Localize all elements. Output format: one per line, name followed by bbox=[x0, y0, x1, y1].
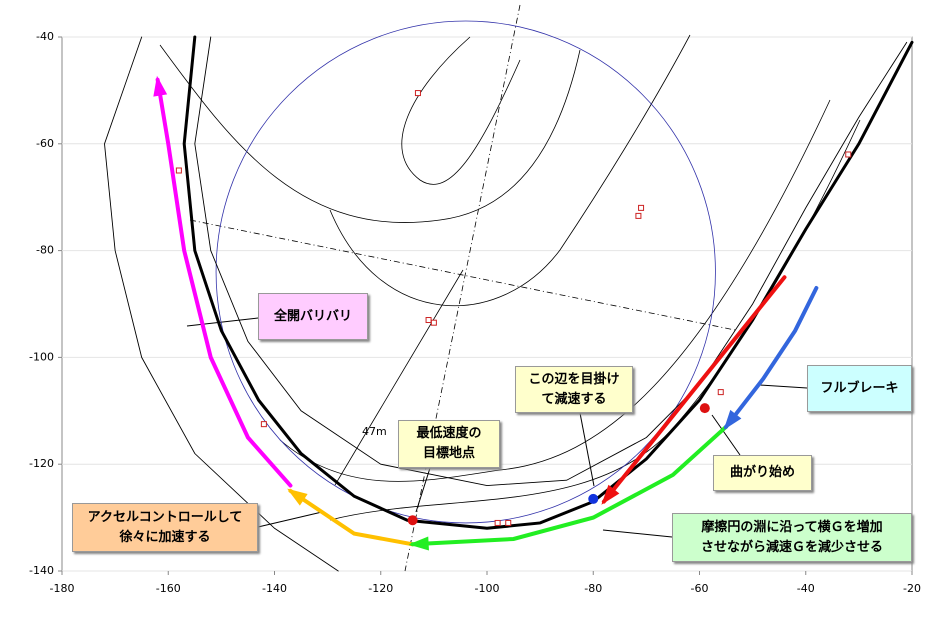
contour bbox=[159, 44, 581, 223]
curve bbox=[410, 424, 729, 547]
marker bbox=[175, 167, 182, 174]
radius-line bbox=[334, 269, 464, 486]
x-tick-label: -160 bbox=[156, 582, 181, 595]
arrow-head bbox=[408, 536, 429, 551]
pointer bbox=[415, 467, 431, 513]
annotation-line: 目標地点 bbox=[422, 446, 475, 461]
point bbox=[588, 493, 599, 504]
annotation-line: 全開バリバリ bbox=[273, 308, 352, 324]
pointer bbox=[759, 384, 808, 389]
pointer bbox=[186, 317, 259, 327]
marker bbox=[260, 421, 267, 428]
marker bbox=[717, 389, 724, 396]
annotation-line: させながら減速Ｇを減少させる bbox=[700, 539, 883, 555]
arrow-head bbox=[601, 484, 620, 505]
curve bbox=[724, 285, 819, 429]
x-tick-label: -60 bbox=[691, 582, 709, 595]
x-tick-label: -40 bbox=[797, 582, 815, 595]
contour bbox=[329, 34, 691, 306]
marker bbox=[425, 317, 432, 324]
y-tick-label: -140 bbox=[29, 564, 54, 577]
pointer bbox=[579, 412, 595, 487]
curve bbox=[104, 36, 339, 572]
annotation: この辺を目掛け て減速する bbox=[515, 366, 633, 413]
marker bbox=[845, 151, 852, 158]
dash-line bbox=[404, 4, 521, 572]
arrow-head bbox=[723, 409, 742, 430]
annotation-line: アクセルコントロールして bbox=[87, 509, 243, 525]
annotation: フルブレーキ bbox=[807, 365, 912, 412]
contour bbox=[279, 99, 831, 482]
curve bbox=[194, 36, 908, 487]
annotation-line: この辺を目掛け bbox=[528, 371, 620, 387]
pointers bbox=[186, 317, 808, 538]
friction-circle bbox=[215, 20, 716, 524]
curve bbox=[601, 275, 787, 504]
grid bbox=[58, 36, 913, 575]
y-tick-label: -60 bbox=[36, 137, 54, 150]
pointer bbox=[602, 529, 673, 538]
annotation: 摩擦円の淵に沿って横Ｇを増加 させながら減速Ｇを減少させる bbox=[672, 513, 912, 562]
annotation-line: フルブレーキ bbox=[820, 380, 899, 396]
x-tick-label: -140 bbox=[262, 582, 287, 595]
x-tick-label: -100 bbox=[475, 582, 500, 595]
x-tick-label: -120 bbox=[368, 582, 393, 595]
marker bbox=[414, 90, 421, 97]
x-tick-label: -20 bbox=[903, 582, 921, 595]
annotation-line: 摩擦円の淵に沿って横Ｇを増加 bbox=[701, 519, 883, 535]
marker bbox=[635, 212, 642, 219]
annotation-line: て減速する bbox=[541, 391, 607, 407]
annotation: 全開バリバリ bbox=[258, 293, 368, 340]
radius-label: 47m bbox=[362, 425, 387, 438]
point bbox=[407, 515, 418, 526]
contour bbox=[401, 36, 521, 185]
y-tick-label: -40 bbox=[36, 30, 54, 43]
curve bbox=[155, 77, 293, 488]
y-tick-label: -120 bbox=[29, 457, 54, 470]
y-tick-label: -100 bbox=[29, 350, 54, 363]
y-tick-label: -80 bbox=[36, 244, 54, 257]
marker bbox=[638, 204, 645, 211]
annotation: 曲がり始め bbox=[713, 455, 812, 491]
marker bbox=[430, 319, 437, 326]
annotation-line: 徐々に加速する bbox=[119, 529, 211, 545]
arrow-head bbox=[153, 75, 168, 97]
point bbox=[699, 403, 710, 414]
pointer bbox=[711, 414, 741, 456]
marker bbox=[494, 519, 501, 526]
annotation-line: 最低速度の bbox=[416, 426, 482, 441]
curve bbox=[182, 35, 914, 530]
annotation: 最低速度の 目標地点 bbox=[398, 420, 500, 468]
dash-line bbox=[189, 219, 736, 331]
annotation: アクセルコントロールして 徐々に加速する bbox=[72, 503, 258, 552]
arrow-head bbox=[287, 488, 308, 506]
curve bbox=[288, 488, 415, 547]
x-tick-label: -180 bbox=[50, 582, 75, 595]
x-tick-label: -80 bbox=[584, 582, 602, 595]
pointer bbox=[257, 511, 323, 528]
marker bbox=[505, 519, 512, 526]
annotation-line: 曲がり始め bbox=[729, 465, 795, 480]
